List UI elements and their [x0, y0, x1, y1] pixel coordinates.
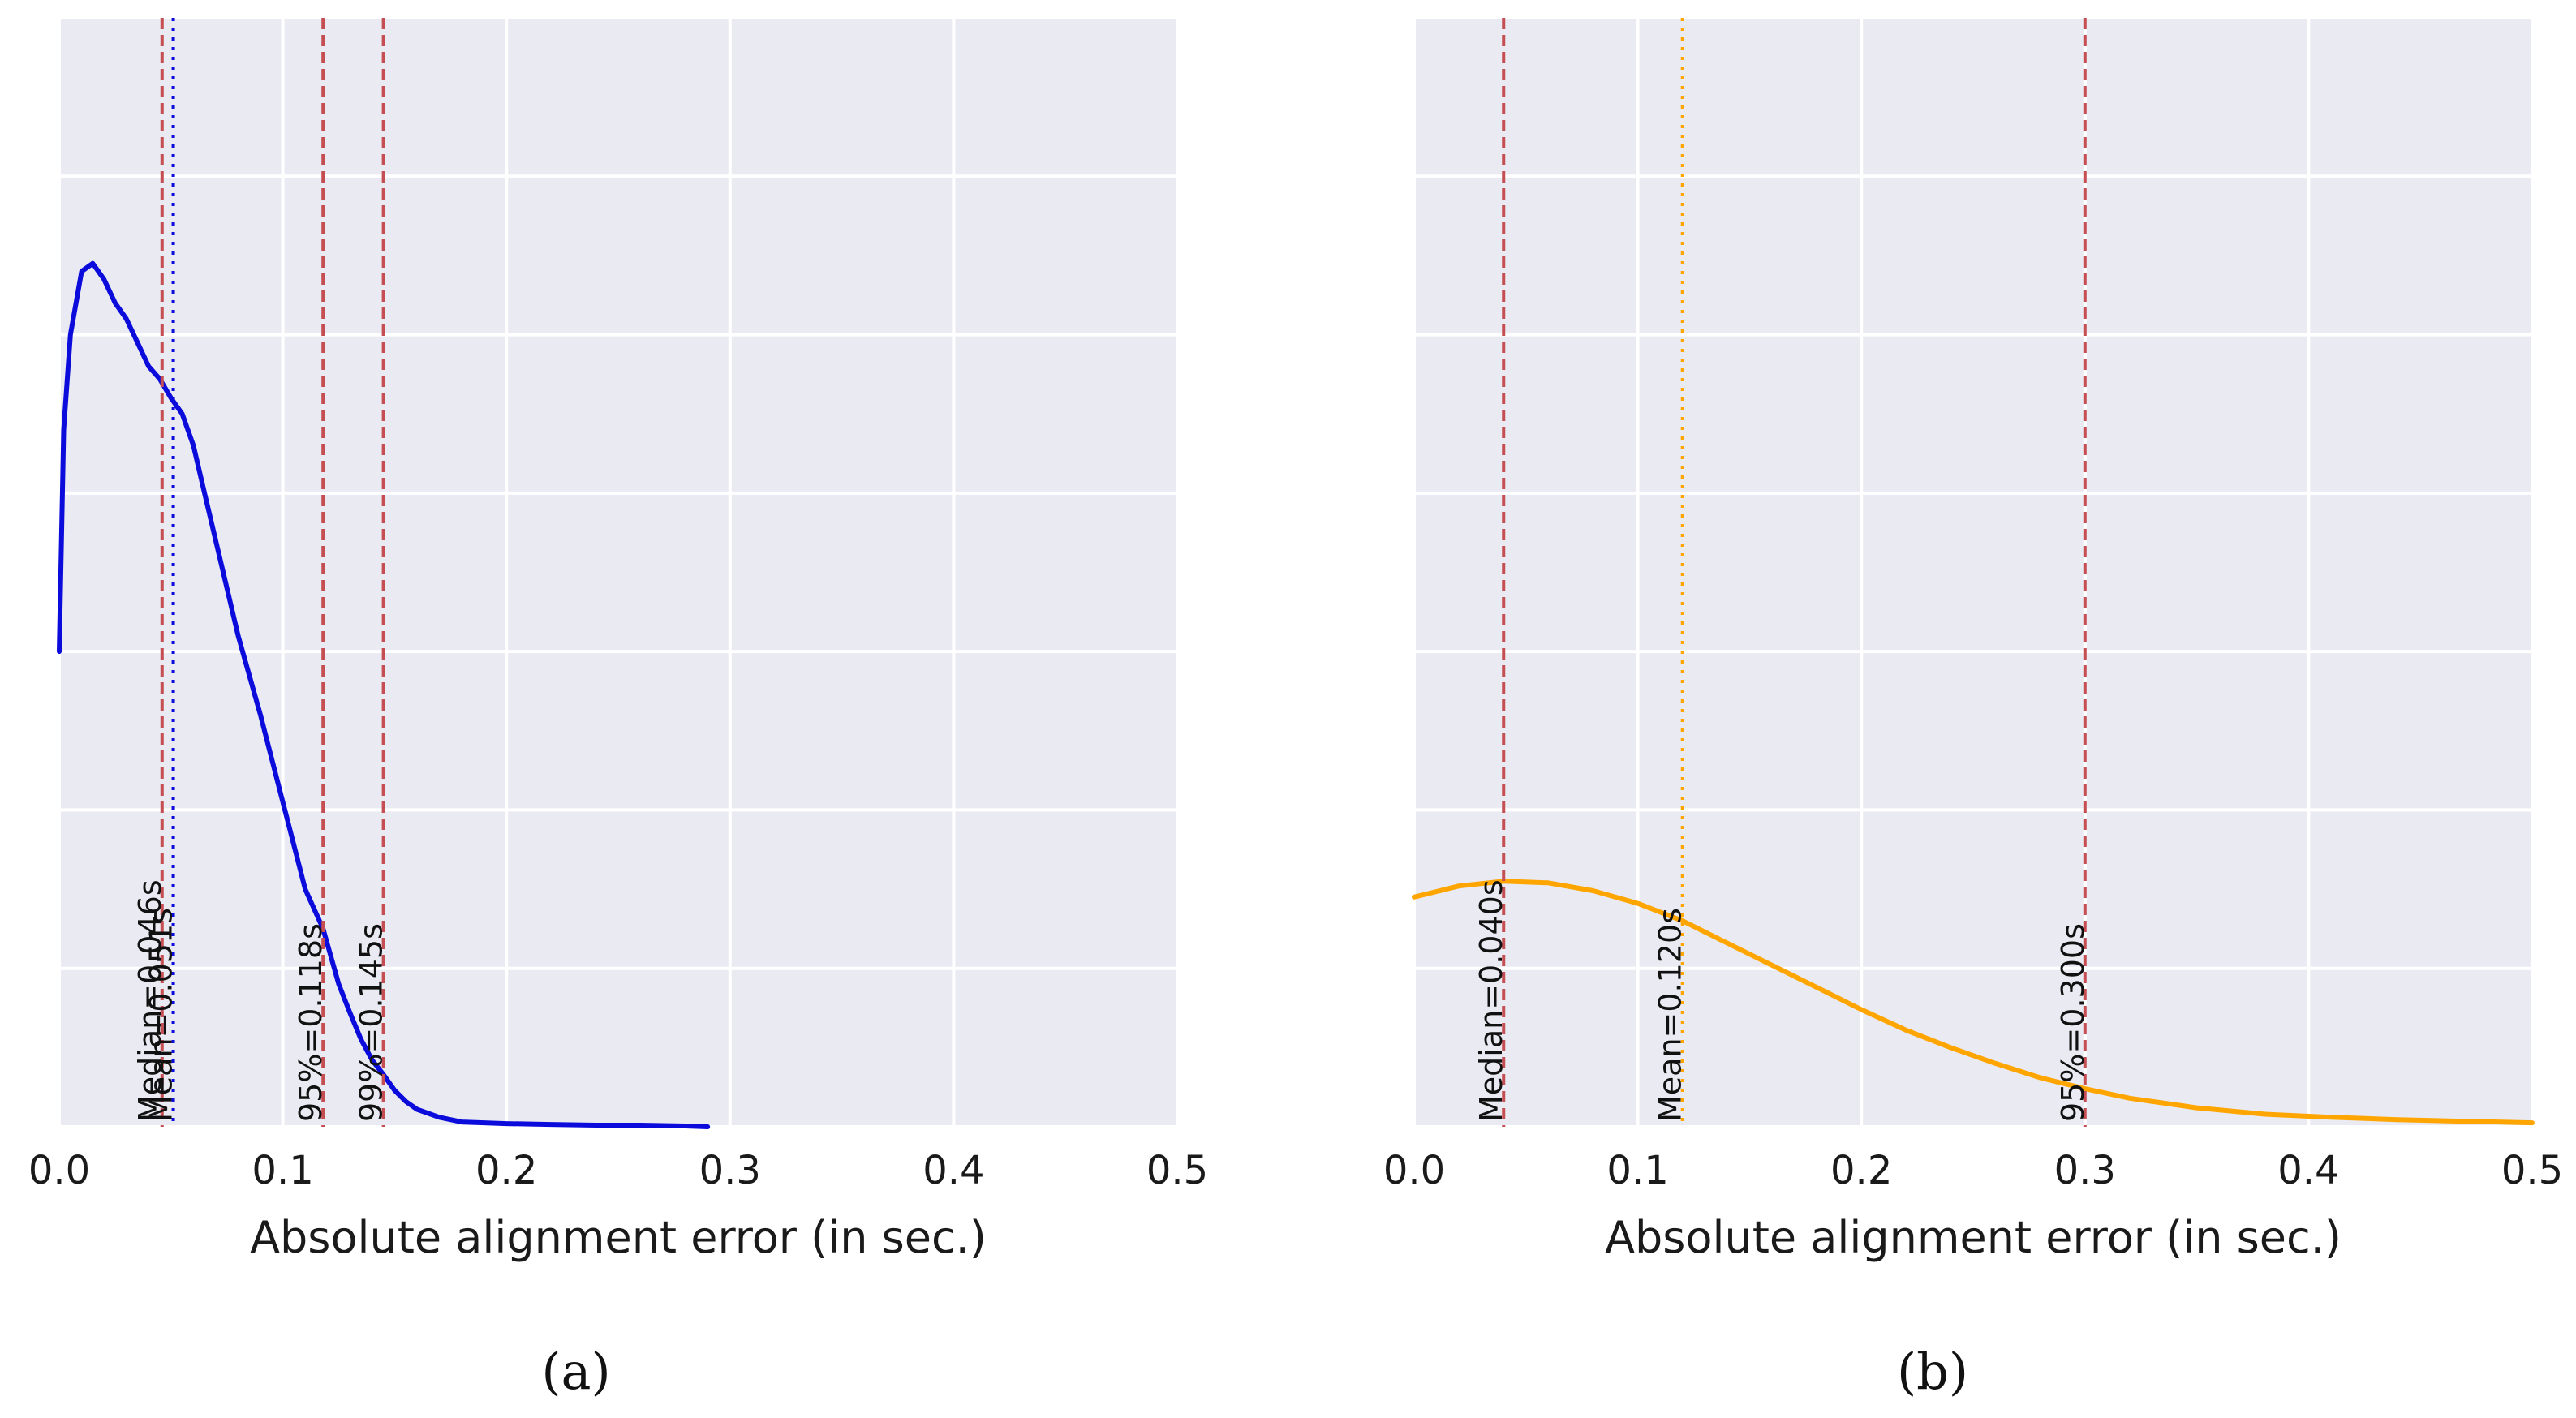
- panel-a-reference-label: 95%=0.118s: [293, 923, 329, 1122]
- panel-b-xtick-label: 0.3: [2054, 1148, 2116, 1193]
- panel-b-xtick-label: 0.2: [1830, 1148, 1892, 1193]
- panel-b-reference-label: Mean=0.120s: [1653, 908, 1688, 1122]
- panel-b-xtick-label: 0.0: [1383, 1148, 1445, 1193]
- panel-a-xtick-label: 0.4: [922, 1148, 984, 1193]
- panel-a-reference-label: Mean=0.051s: [144, 908, 179, 1122]
- panel-a-reference-label: Median=0.046s: [132, 879, 168, 1122]
- panel-b-xticks: 0.0 0.1 0.2 0.3 0.4 0.5: [1383, 1148, 2563, 1193]
- panel-a-xtick-label: 0.0: [28, 1148, 90, 1193]
- panel-a-reference-label: 99%=0.145s: [354, 923, 389, 1122]
- panel-b-gridlines: [1413, 16, 2534, 1128]
- panel-a-xtick-label: 0.5: [1146, 1148, 1208, 1193]
- panel-b-reference-label: Median=0.040s: [1473, 879, 1509, 1122]
- panel-a-xticks: 0.0 0.1 0.2 0.3 0.4 0.5: [28, 1148, 1208, 1193]
- panel-a-xtick-label: 0.2: [475, 1148, 537, 1193]
- panel-b-background: [1414, 18, 2532, 1127]
- panel-b-reference-label: 95%=0.300s: [2055, 923, 2091, 1122]
- panel-b-density-line: [1412, 879, 2535, 1126]
- panel-b-caption: (b): [1897, 1342, 1968, 1401]
- panel-a-density-line: [57, 260, 711, 1129]
- panel-b-reference-lines: Median=0.040s Mean=0.120s 95%=0.300s: [1473, 18, 2091, 1127]
- panel-a-xtick-label: 0.1: [252, 1148, 313, 1193]
- panel-b: Median=0.040s Mean=0.120s 95%=0.300s 0.0 0.…: [1383, 16, 2563, 1401]
- panel-b-xtick-label: 0.5: [2501, 1148, 2563, 1193]
- panel-a-gridlines: [58, 16, 1179, 1128]
- panel-b-xtick-label: 0.1: [1606, 1148, 1668, 1193]
- panel-a-density-curve: [57, 260, 711, 1129]
- panel-b-x-axis-label: Absolute alignment error (in sec.): [1605, 1212, 2342, 1263]
- panel-b-xtick-label: 0.4: [2277, 1148, 2339, 1193]
- panel-a-x-axis-label: Absolute alignment error (in sec.): [250, 1212, 987, 1263]
- panel-a-xtick-label: 0.3: [699, 1148, 761, 1193]
- panel-a-caption: (a): [541, 1342, 610, 1401]
- panel-b-density-curve: [1412, 879, 2535, 1126]
- panel-a-background: [59, 18, 1177, 1127]
